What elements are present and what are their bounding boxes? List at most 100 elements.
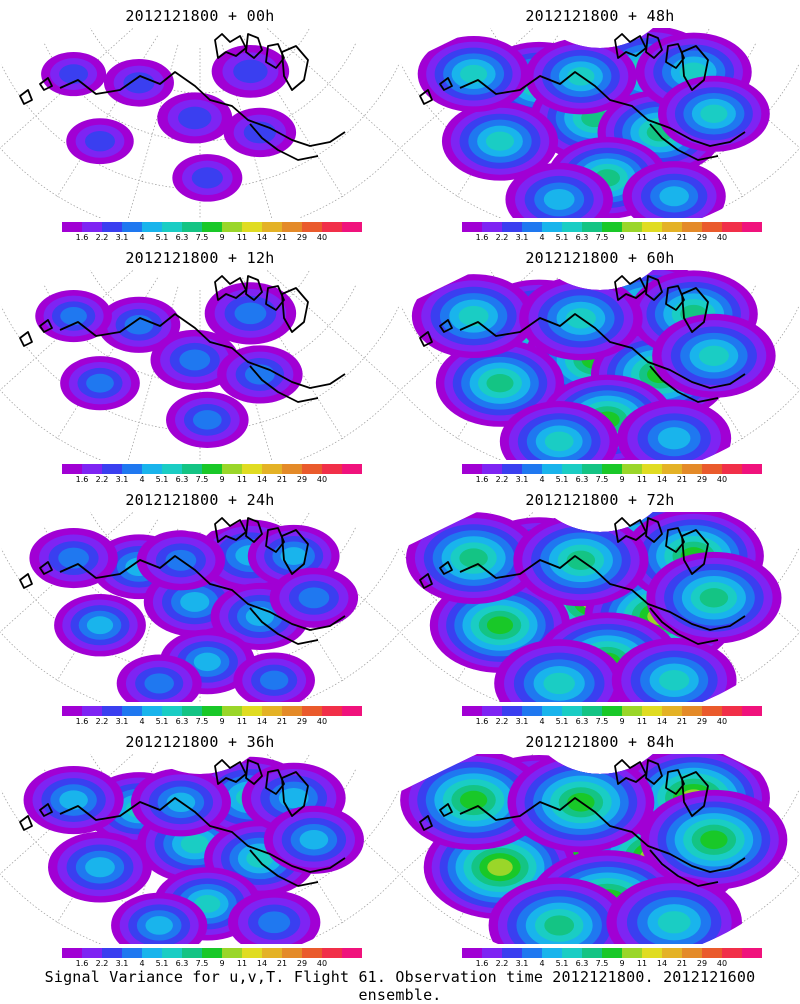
color-scale-label: 1.6 xyxy=(475,233,489,242)
color-scale-label: 6.3 xyxy=(575,959,589,968)
variance-map xyxy=(400,512,800,702)
color-scale-label: 9 xyxy=(219,475,225,484)
variance-map xyxy=(400,754,800,944)
color-scale-swatch xyxy=(202,464,222,474)
color-scale-label: 7.5 xyxy=(195,959,209,968)
color-scale-swatch xyxy=(542,222,562,232)
variance-contour xyxy=(233,59,268,84)
color-scale-swatch xyxy=(202,706,222,716)
coastline xyxy=(419,33,746,161)
color-scale-label: 6.3 xyxy=(575,717,589,726)
color-scale-swatch xyxy=(682,464,702,474)
variance-contour xyxy=(679,62,708,82)
variance-contour xyxy=(299,830,329,850)
color-scale-swatch xyxy=(182,464,202,474)
color-scale-swatch xyxy=(82,948,102,958)
variance-contour xyxy=(459,548,488,568)
color-scale-swatch xyxy=(322,222,342,232)
color-scale-swatch xyxy=(102,706,122,716)
panel-title: 2012121800 + 00h xyxy=(125,7,275,25)
variance-contour xyxy=(544,431,574,452)
color-scale-label: 29 xyxy=(696,717,708,726)
color-scale-swatch xyxy=(182,222,202,232)
color-scale-label: 7.5 xyxy=(595,959,609,968)
color-scale-label: 21 xyxy=(276,959,288,968)
color-scale-label: 14 xyxy=(656,717,668,726)
color-scale-swatch xyxy=(502,464,522,474)
color-scale-label: 21 xyxy=(676,233,688,242)
color-scale-swatch xyxy=(722,464,742,474)
color-scale: 1.6 2.2 3.1 4 5.1 6.3 7.5 9 11 14 21 29 40 xyxy=(62,464,362,486)
color-scale-label: 29 xyxy=(696,475,708,484)
color-scale-label: 4 xyxy=(139,959,145,968)
color-scale-swatch xyxy=(482,464,502,474)
color-scale-swatch xyxy=(142,464,162,474)
color-scale-swatch xyxy=(482,222,502,232)
color-scale-swatch xyxy=(722,222,742,232)
color-scale-label: 5.1 xyxy=(155,959,169,968)
color-scale-label: 1.6 xyxy=(475,717,489,726)
color-scale-swatch xyxy=(562,464,582,474)
color-scale-swatch xyxy=(282,706,302,716)
color-scale-label: 3.1 xyxy=(515,959,529,968)
color-scale-swatch xyxy=(462,706,482,716)
panel-title: 2012121800 + 12h xyxy=(125,249,275,267)
color-scale-label: 6.3 xyxy=(175,475,189,484)
color-scale-label: 3.1 xyxy=(115,475,129,484)
color-scale-label: 4 xyxy=(139,233,145,242)
map-panel: 2012121800 + 00h 1.6 2.2 3.1 4 5.1 6.3 7.5 9 11 14… xyxy=(0,0,400,242)
color-scale-label: 29 xyxy=(296,475,308,484)
variance-contour xyxy=(245,606,274,627)
color-scale-label: 2.2 xyxy=(95,959,109,968)
color-scale-label: 11 xyxy=(236,475,248,484)
color-scale-label: 3.1 xyxy=(115,233,129,242)
color-scale-label: 9 xyxy=(219,959,225,968)
variance-map xyxy=(0,512,400,702)
variance-contour xyxy=(544,915,575,936)
color-scale-swatch xyxy=(222,222,242,232)
panel-title: 2012121800 + 36h xyxy=(125,733,275,751)
color-scale-label: 11 xyxy=(236,233,248,242)
color-scale-swatch xyxy=(142,222,162,232)
color-scale-swatch xyxy=(262,948,282,958)
color-scale-label: 5.1 xyxy=(555,475,569,484)
color-scale-swatch xyxy=(502,706,522,716)
color-scale-swatch xyxy=(82,464,102,474)
color-scale-label: 21 xyxy=(676,717,688,726)
panel-title: 2012121800 + 84h xyxy=(525,733,675,751)
color-scale-label: 4 xyxy=(539,233,545,242)
color-scale-swatch xyxy=(282,222,302,232)
color-scale-swatch xyxy=(322,948,342,958)
color-scale-swatch xyxy=(722,948,742,958)
variance-contour xyxy=(659,669,690,691)
color-scale-label: 4 xyxy=(139,475,145,484)
color-scale-label: 40 xyxy=(316,475,328,484)
color-scale-label: 6.3 xyxy=(575,233,589,242)
panel-title: 2012121800 + 72h xyxy=(525,491,675,509)
map-panel: 2012121800 + 60h 1.6 2.2 3.1 4 5.1 6.3 7.5 9 11 14… xyxy=(400,242,800,484)
color-scale-swatch xyxy=(742,706,762,716)
color-scale-swatch xyxy=(102,948,122,958)
color-scale-label: 14 xyxy=(656,233,668,242)
color-scale-label: 21 xyxy=(276,233,288,242)
variance-contour xyxy=(698,345,729,366)
color-scale-swatch xyxy=(102,464,122,474)
color-scale: 1.6 2.2 3.1 4 5.1 6.3 7.5 9 11 14 21 29 40 xyxy=(62,222,362,244)
variance-contour xyxy=(543,188,575,210)
color-scale-label: 3.1 xyxy=(115,717,129,726)
color-scale-swatch xyxy=(742,222,762,232)
color-scale-label: 14 xyxy=(256,717,268,726)
map-panel: 2012121800 + 72h 1.6 2.2 3.1 4 5.1 6.3 7.5 9 11 14… xyxy=(400,484,800,726)
color-scale-label: 1.6 xyxy=(475,959,489,968)
variance-map xyxy=(0,28,400,218)
color-scale-label: 5.1 xyxy=(555,233,569,242)
coastline xyxy=(419,517,746,645)
color-scale-swatch xyxy=(602,948,622,958)
variance-contour xyxy=(486,616,514,635)
variance-contour xyxy=(700,104,728,123)
variance-contour xyxy=(194,894,221,913)
color-scale-label: 7.5 xyxy=(195,475,209,484)
color-scale-swatch xyxy=(282,948,302,958)
variance-contour xyxy=(60,306,87,326)
color-scale-swatch xyxy=(462,222,482,232)
